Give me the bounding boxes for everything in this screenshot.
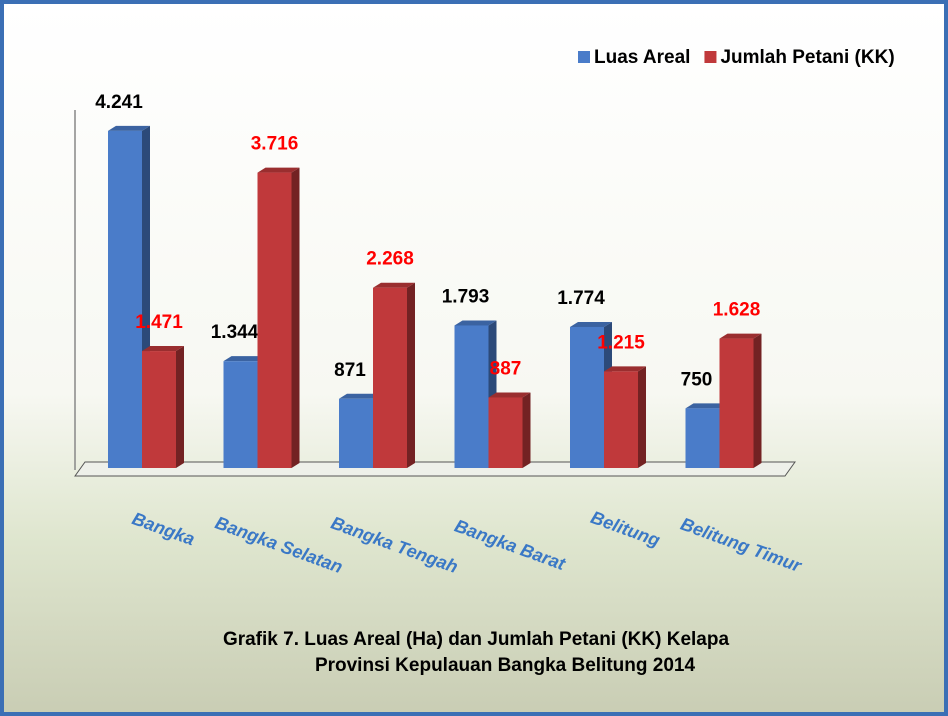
bar-face (455, 325, 489, 468)
data-label: 1.793 (442, 286, 490, 307)
bar-face (176, 346, 184, 468)
chart-title: Grafik 7. Luas Areal (Ha) dan Jumlah Pet… (223, 629, 730, 650)
data-label: 750 (681, 369, 713, 390)
legend-swatch (578, 51, 590, 63)
bar-face (604, 371, 638, 468)
data-label: 2.268 (366, 249, 414, 270)
bar-face (258, 173, 292, 468)
data-label: 1.215 (597, 332, 645, 353)
bar-face (720, 339, 754, 468)
bar-face (108, 131, 142, 468)
bar (720, 334, 762, 468)
bar-face (373, 288, 407, 468)
data-label: 1.344 (211, 322, 259, 343)
bar (142, 346, 184, 468)
data-label: 871 (334, 360, 366, 381)
chart-subtitle: Provinsi Kepulauan Bangka Belitung 2014 (315, 655, 696, 676)
bar-face (292, 168, 300, 468)
page: {"chart_data": {"type": "bar3d", "title"… (0, 0, 948, 716)
bar-face (638, 366, 646, 468)
chart: Grafik 7. Luas Areal (Ha) dan Jumlah Pet… (0, 0, 948, 716)
legend-label: Jumlah Petani (KK) (720, 47, 894, 68)
data-label: 4.241 (95, 92, 143, 113)
bar (604, 366, 646, 468)
data-label: 887 (490, 358, 522, 379)
bar-face (142, 351, 176, 468)
bar-face (754, 334, 762, 468)
bar (373, 283, 415, 468)
bar (258, 168, 300, 468)
legend-label: Luas Areal (594, 47, 690, 68)
bar (489, 392, 531, 468)
data-label: 1.774 (557, 288, 605, 309)
legend-swatch (704, 51, 716, 63)
data-label: 1.471 (135, 312, 183, 333)
bar-face (339, 399, 373, 468)
bar-face (686, 408, 720, 468)
data-label: 1.628 (713, 300, 761, 321)
data-label: 3.716 (251, 134, 299, 155)
bar-face (523, 392, 531, 468)
bar-face (224, 361, 258, 468)
bar-face (489, 397, 523, 468)
bar-face (407, 283, 415, 468)
